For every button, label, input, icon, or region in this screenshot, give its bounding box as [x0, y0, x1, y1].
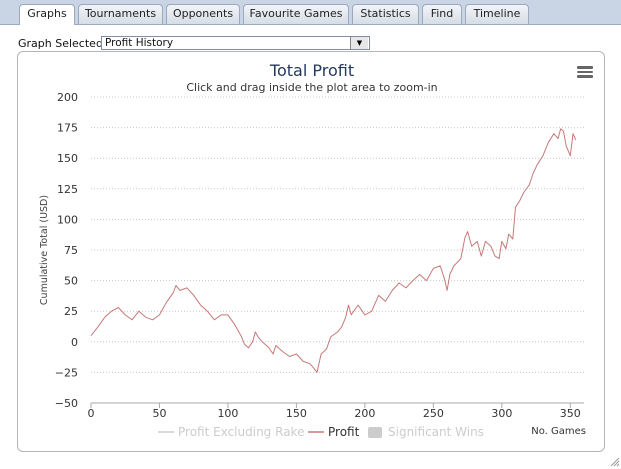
- graph-selected-label: Graph Selected:: [18, 37, 107, 50]
- graph-selected-dropdown[interactable]: Profit History ▼: [101, 36, 370, 50]
- tab-timeline[interactable]: Timeline: [465, 4, 529, 24]
- tab-graphs[interactable]: Graphs: [19, 4, 75, 25]
- chart-panel: [17, 51, 605, 452]
- tab-opponents[interactable]: Opponents: [166, 4, 240, 24]
- dropdown-arrow-icon[interactable]: ▼: [350, 37, 368, 49]
- tab-bar: Graphs Tournaments Opponents Favourite G…: [0, 0, 621, 25]
- graph-selected-value: Profit History: [105, 37, 174, 49]
- tab-find[interactable]: Find: [422, 4, 462, 24]
- tab-statistics[interactable]: Statistics: [352, 4, 419, 24]
- resize-grip-icon[interactable]: [608, 455, 620, 467]
- tab-tournaments[interactable]: Tournaments: [78, 4, 163, 24]
- tab-favourite-games[interactable]: Favourite Games: [243, 4, 349, 24]
- tab-bar-divider: [0, 24, 621, 25]
- hamburger-menu-icon[interactable]: [577, 66, 593, 78]
